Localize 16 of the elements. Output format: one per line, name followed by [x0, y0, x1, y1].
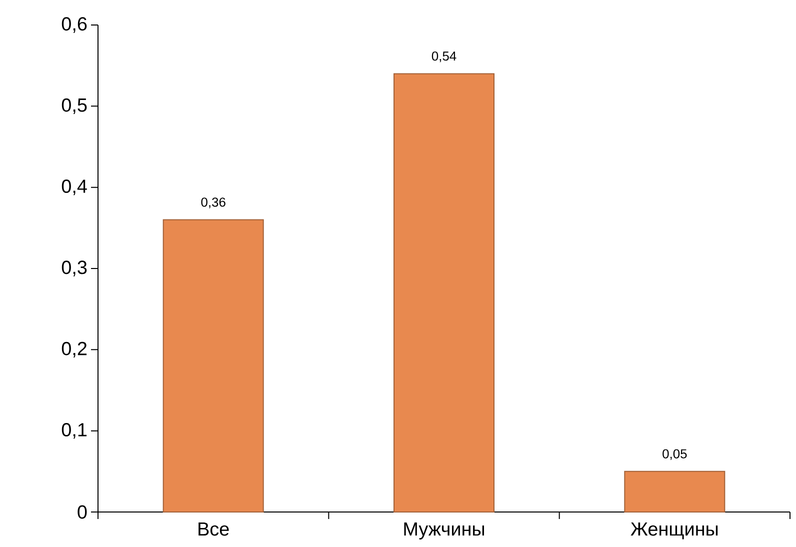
data-label: 0,36	[201, 198, 226, 208]
y-tick-label: 0,5	[62, 98, 87, 114]
x-tick-label: Мужчины	[404, 522, 484, 540]
y-tick-label: 0,4	[62, 180, 87, 196]
bar	[162, 219, 264, 512]
y-tick-label: 0	[78, 505, 87, 519]
bar	[624, 470, 726, 512]
x-tick-label: Женщины	[630, 522, 718, 540]
x-tick-label: Все	[198, 522, 229, 536]
y-tick-label: 0,2	[62, 342, 87, 358]
bar	[394, 73, 495, 512]
data-label: 0,54	[432, 51, 456, 62]
y-tick-label: 0,1	[62, 423, 87, 439]
y-tick-label: 0,3	[62, 260, 87, 276]
data-label: 0,05	[662, 449, 687, 460]
y-tick-label: 0,6	[62, 17, 87, 33]
